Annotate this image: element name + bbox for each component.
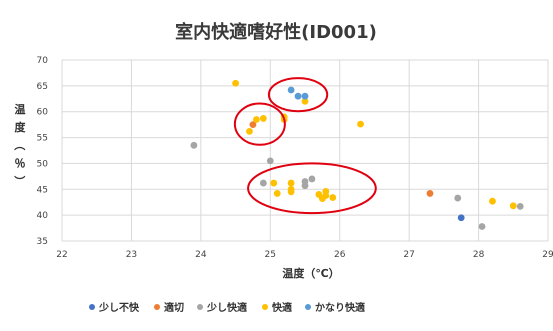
x-axis-label: 温度（℃）	[282, 266, 339, 280]
legend-item: 少し不快	[89, 301, 140, 314]
legend-marker	[197, 304, 203, 310]
data-point	[287, 86, 295, 94]
y-axis-ticks: 35 40 45 50 55 60 65 70	[37, 56, 49, 247]
legend-label: 快適	[271, 301, 292, 314]
data-point	[287, 188, 295, 196]
legend-item: 適切	[154, 301, 184, 314]
data-point	[301, 97, 309, 105]
data-point	[246, 127, 253, 135]
legend-marker	[305, 304, 311, 310]
data-point	[259, 179, 267, 187]
data-point	[426, 190, 434, 197]
legend-marker	[154, 304, 160, 310]
data-point	[232, 79, 239, 87]
legend: 少し不快 適切 少し快適 快適 かなり快適	[89, 301, 365, 314]
y-axis-label: 温度 （ ％ ）	[13, 102, 27, 187]
y-tick-label: 50	[37, 159, 49, 169]
legend-label: 少し快適	[206, 301, 247, 314]
data-points	[190, 79, 524, 230]
data-point	[270, 179, 278, 187]
data-point	[454, 194, 462, 202]
data-point	[478, 223, 486, 230]
data-point	[190, 141, 198, 149]
legend-label: 少し不快	[98, 301, 140, 314]
x-tick-label: 29	[542, 250, 553, 260]
highlight-ellipse	[233, 102, 286, 146]
chart-title: 室内快適嗜好性(ID001)	[175, 21, 377, 43]
highlight-ellipse	[267, 77, 329, 113]
x-tick-label: 25	[265, 250, 276, 260]
y-tick-label: 65	[37, 82, 48, 92]
y-tick-label: 70	[37, 56, 49, 66]
y-axis-label-char: （	[13, 140, 26, 151]
data-point	[509, 202, 517, 210]
x-tick-label: 27	[403, 250, 414, 260]
y-tick-label: 55	[37, 134, 48, 144]
x-tick-label: 28	[473, 250, 485, 260]
data-point	[308, 175, 316, 183]
x-tick-label: 22	[56, 250, 67, 260]
y-axis-label-char: 度	[15, 120, 27, 134]
y-axis-label-char: ％	[15, 157, 26, 170]
legend-label: 適切	[164, 301, 184, 314]
data-point	[301, 182, 309, 190]
data-point	[329, 194, 337, 201]
data-point	[249, 121, 257, 129]
legend-item: 快適	[262, 301, 292, 314]
highlight-ellipses	[233, 77, 377, 215]
legend-marker	[89, 304, 95, 310]
data-point	[273, 190, 281, 197]
legend-marker	[262, 304, 268, 310]
data-point	[301, 92, 309, 100]
y-axis-label-char: 温	[15, 102, 26, 116]
y-tick-label: 45	[37, 185, 48, 195]
y-tick-label: 60	[37, 108, 49, 118]
data-point	[457, 214, 465, 222]
data-point	[253, 116, 260, 123]
legend-item: かなり快適	[305, 301, 365, 314]
legend-label: かなり快適	[315, 301, 365, 314]
x-tick-label: 23	[126, 250, 137, 260]
legend-item: 少し快適	[197, 301, 247, 314]
data-point	[516, 202, 524, 210]
x-axis-ticks: 22 23 24 25 26 27 28 29	[56, 250, 553, 260]
x-tick-label: 24	[195, 250, 207, 260]
x-tick-label: 26	[334, 250, 346, 260]
y-tick-label: 35	[37, 237, 48, 247]
y-tick-label: 40	[37, 211, 49, 221]
data-point	[259, 115, 267, 122]
highlight-ellipse	[247, 162, 377, 215]
data-point	[294, 92, 302, 100]
y-axis-label-char: ）	[13, 176, 26, 187]
data-point	[489, 197, 496, 205]
data-point	[287, 179, 295, 187]
data-point	[266, 157, 274, 165]
data-point	[318, 195, 326, 202]
data-point	[357, 120, 364, 128]
